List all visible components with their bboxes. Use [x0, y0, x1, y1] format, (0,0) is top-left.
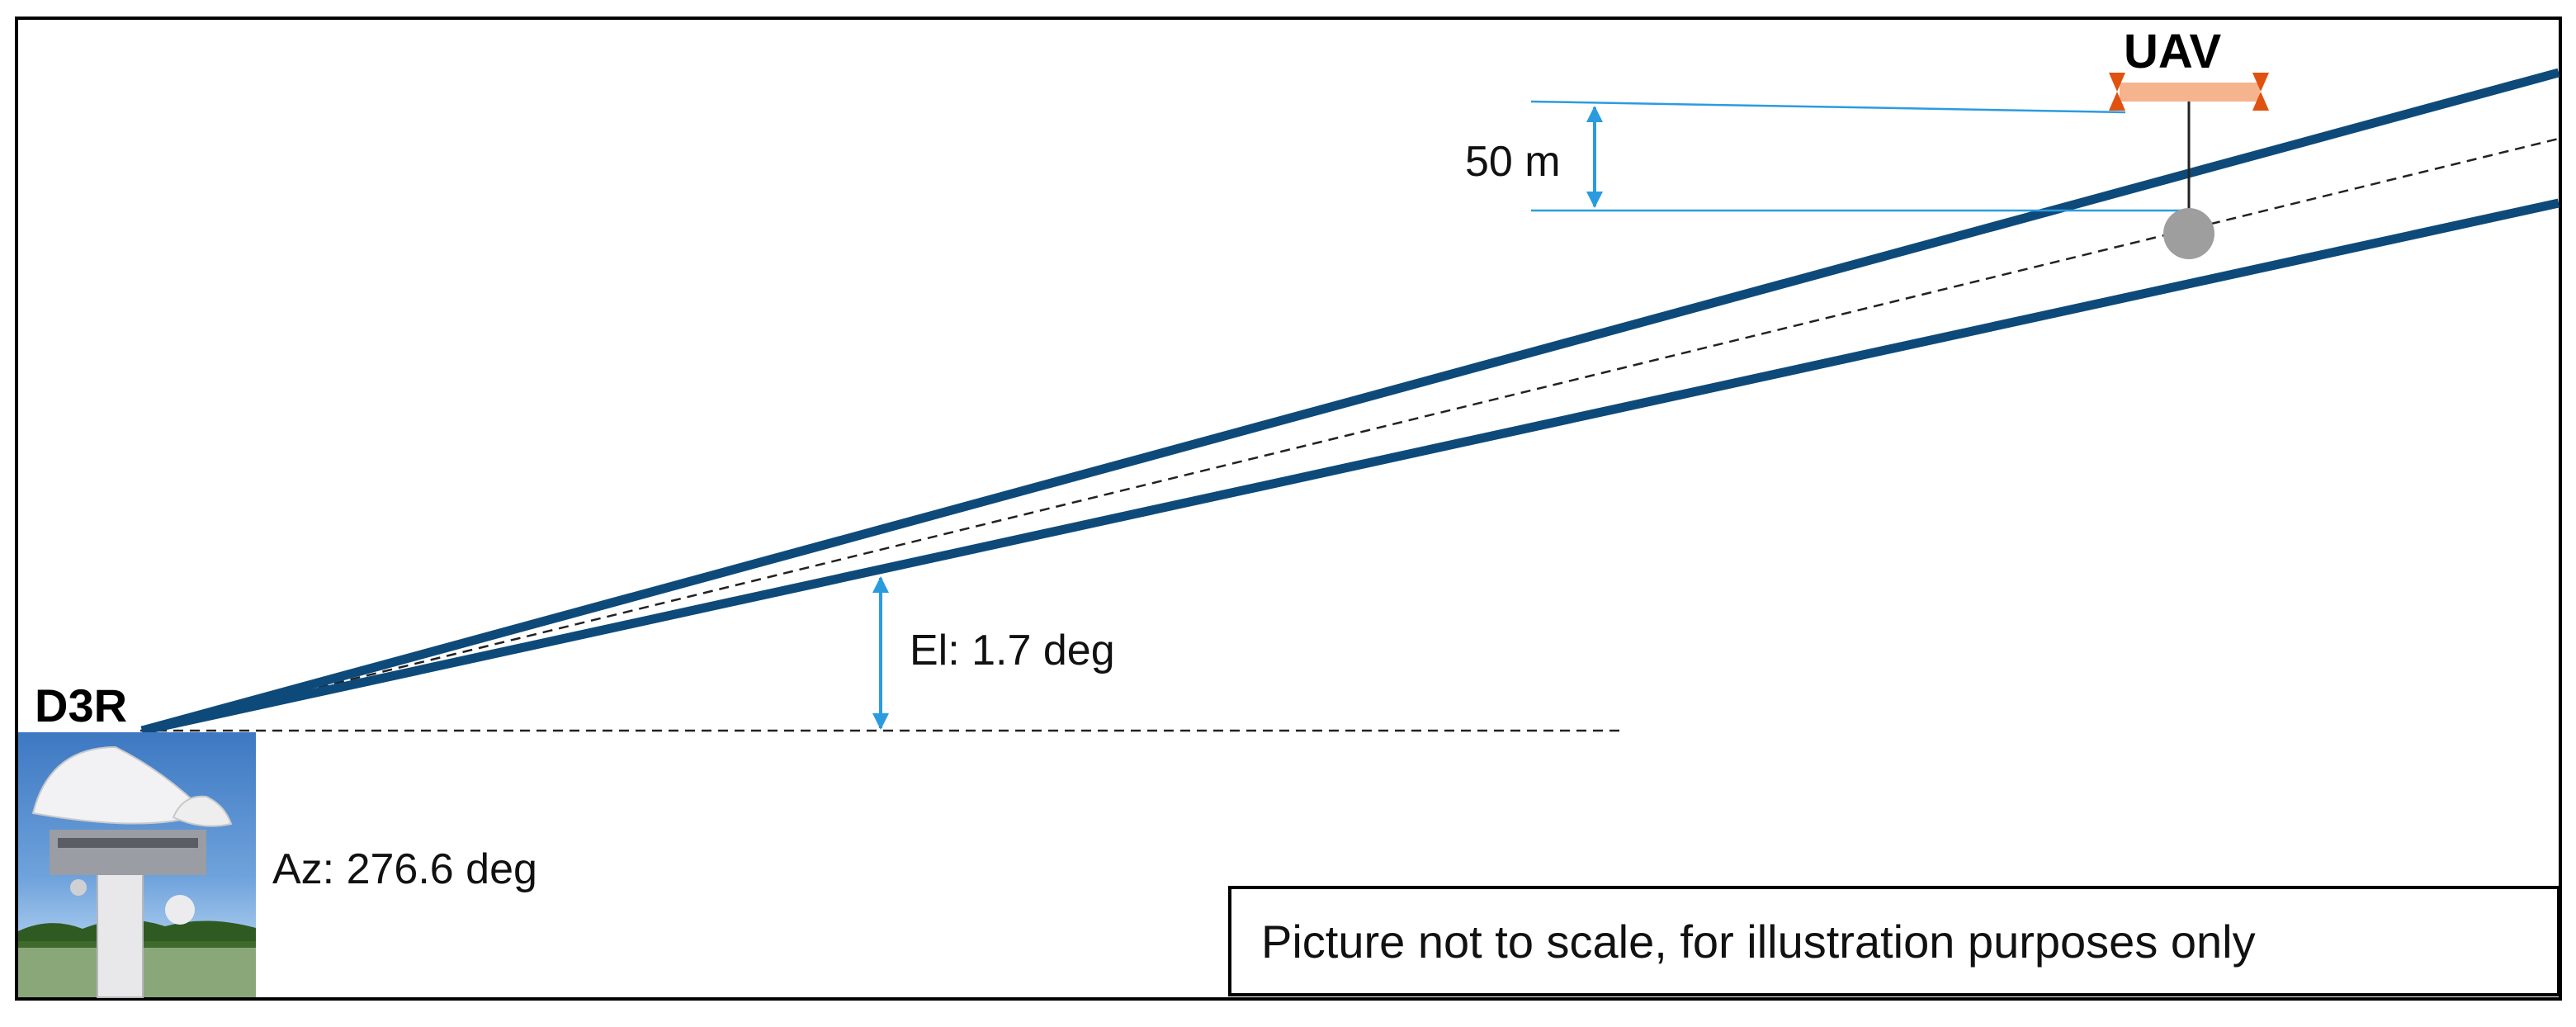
elevation-dimension: El: 1.7 deg — [872, 576, 1115, 730]
elevation-label: El: 1.7 deg — [910, 627, 1115, 674]
height-upper-extension-line — [1530, 100, 2126, 114]
radar-dish-photo — [18, 732, 256, 998]
azimuth-label: Az: 276.6 deg — [272, 845, 537, 893]
beam-upper-edge — [140, 68, 2560, 736]
beam-center-line — [141, 137, 2559, 732]
beam-lower-edge — [140, 198, 2560, 736]
disclaimer-box — [1228, 886, 2560, 996]
diagram-frame — [15, 17, 2562, 1001]
height-offset-label: 50 m — [1465, 138, 1561, 186]
radar-label: D3R — [35, 679, 127, 731]
disclaimer-text: Picture not to scale, for illustration p… — [1261, 916, 2256, 968]
sphere-target-icon — [2163, 208, 2214, 259]
height-offset-dimension: 50 m — [1465, 100, 2191, 212]
uav-label: UAV — [2124, 25, 2221, 78]
uav-icon — [2109, 73, 2269, 111]
